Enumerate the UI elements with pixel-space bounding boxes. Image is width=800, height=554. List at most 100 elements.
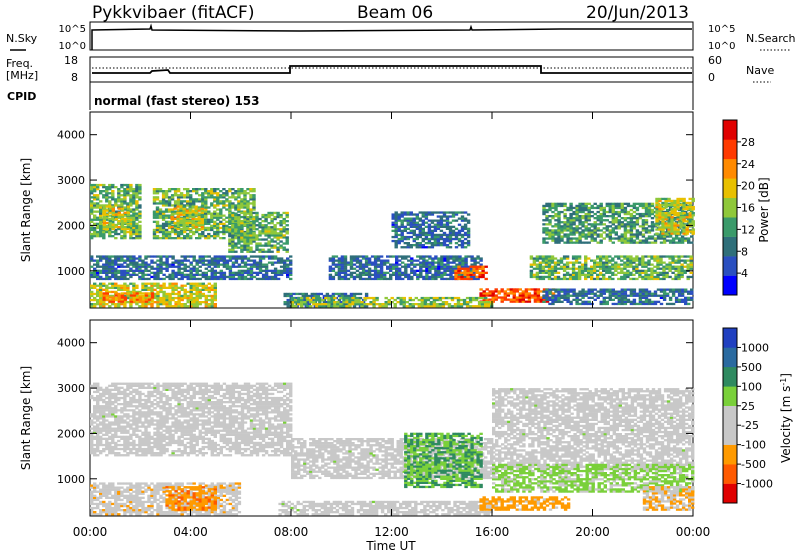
- data-cell: [676, 204, 679, 206]
- data-cell: [689, 206, 692, 208]
- data-cell: [201, 228, 204, 230]
- data-cell: [676, 208, 679, 210]
- data-cell: [377, 257, 380, 259]
- data-cell: [594, 289, 597, 291]
- data-cell: [548, 266, 551, 268]
- data-cell: [135, 190, 138, 192]
- data-cell: [437, 257, 440, 259]
- data-cell: [231, 192, 234, 194]
- data-cell: [630, 231, 633, 233]
- data-cell: [156, 192, 159, 194]
- data-cell: [105, 274, 108, 276]
- data-cell: [627, 240, 630, 242]
- data-cell: [548, 293, 551, 295]
- data-cell: [383, 260, 386, 262]
- data-cell: [581, 211, 584, 213]
- data-cell: [648, 225, 651, 227]
- data-cell: [186, 194, 189, 196]
- data-cell: [283, 228, 286, 230]
- data-cell: [673, 208, 676, 210]
- data-cell: [244, 270, 247, 272]
- data-cell: [353, 255, 356, 257]
- data-cell: [201, 216, 204, 218]
- data-cell: [199, 278, 202, 280]
- data-cell: [210, 188, 213, 190]
- data-cell: [279, 216, 282, 218]
- data-cell: [123, 192, 126, 194]
- data-cell: [208, 303, 211, 305]
- data-cell: [663, 237, 666, 239]
- data-cell: [416, 255, 419, 257]
- data-cell: [223, 274, 226, 276]
- data-cell: [271, 278, 274, 280]
- data-cell: [581, 297, 584, 299]
- data-cell: [153, 235, 156, 237]
- data-cell: [359, 293, 362, 295]
- data-cell: [114, 262, 117, 264]
- data-cell: [401, 246, 404, 248]
- data-cell: [545, 219, 548, 221]
- data-cell: [129, 276, 132, 278]
- data-cell: [600, 229, 603, 231]
- data-cell: [633, 203, 636, 205]
- data-cell: [141, 285, 144, 287]
- data-cell: [674, 255, 677, 257]
- data-cell: [234, 204, 237, 206]
- data-cell: [359, 262, 362, 264]
- data-cell: [276, 242, 279, 244]
- data-cell: [274, 274, 277, 276]
- data-cell: [551, 289, 554, 291]
- data-cell: [196, 299, 199, 301]
- data-cell: [581, 223, 584, 225]
- data-cell: [246, 251, 249, 253]
- data-cell: [440, 211, 443, 213]
- data-cell: [335, 274, 338, 276]
- data-cell: [210, 190, 213, 192]
- data-cell: [578, 272, 581, 274]
- data-cell: [204, 237, 207, 239]
- data-cell: [587, 272, 590, 274]
- data-cell: [425, 232, 428, 234]
- data-cell: [440, 278, 443, 280]
- data-cell: [602, 276, 605, 278]
- data-cell: [602, 266, 605, 268]
- data-cell: [623, 257, 626, 259]
- data-cell: [545, 237, 548, 239]
- data-cell: [90, 235, 93, 237]
- data-cell: [617, 264, 620, 266]
- data-cell: [117, 190, 120, 192]
- data-cell: [267, 232, 270, 234]
- data-cell: [419, 211, 422, 213]
- data-cell: [617, 268, 620, 270]
- data-cell: [213, 235, 216, 237]
- data-cell: [679, 222, 682, 224]
- data-cell: [410, 236, 413, 238]
- data-cell: [184, 260, 187, 262]
- data-cell: [554, 207, 557, 209]
- data-cell: [171, 291, 174, 293]
- data-cell: [600, 293, 603, 295]
- data-cell: [204, 211, 207, 213]
- data-cell: [446, 226, 449, 228]
- data-cell: [249, 216, 252, 218]
- data-cell: [123, 196, 126, 198]
- data-cell: [621, 209, 624, 211]
- data-cell: [464, 260, 467, 262]
- data-cell: [401, 230, 404, 232]
- data-cell: [603, 303, 606, 305]
- data-cell: [93, 202, 96, 204]
- data-cell: [578, 266, 581, 268]
- data-cell: [627, 242, 630, 244]
- data-cell: [650, 272, 653, 274]
- data-cell: [507, 292, 510, 294]
- data-cell: [621, 235, 624, 237]
- data-cell: [612, 207, 615, 209]
- data-cell: [286, 260, 289, 262]
- data-cell: [103, 206, 106, 208]
- data-cell: [648, 209, 651, 211]
- data-cell: [147, 289, 150, 291]
- data-cell: [213, 200, 216, 202]
- data-cell: [350, 293, 353, 295]
- data-cell: [111, 231, 114, 233]
- data-cell: [102, 186, 105, 188]
